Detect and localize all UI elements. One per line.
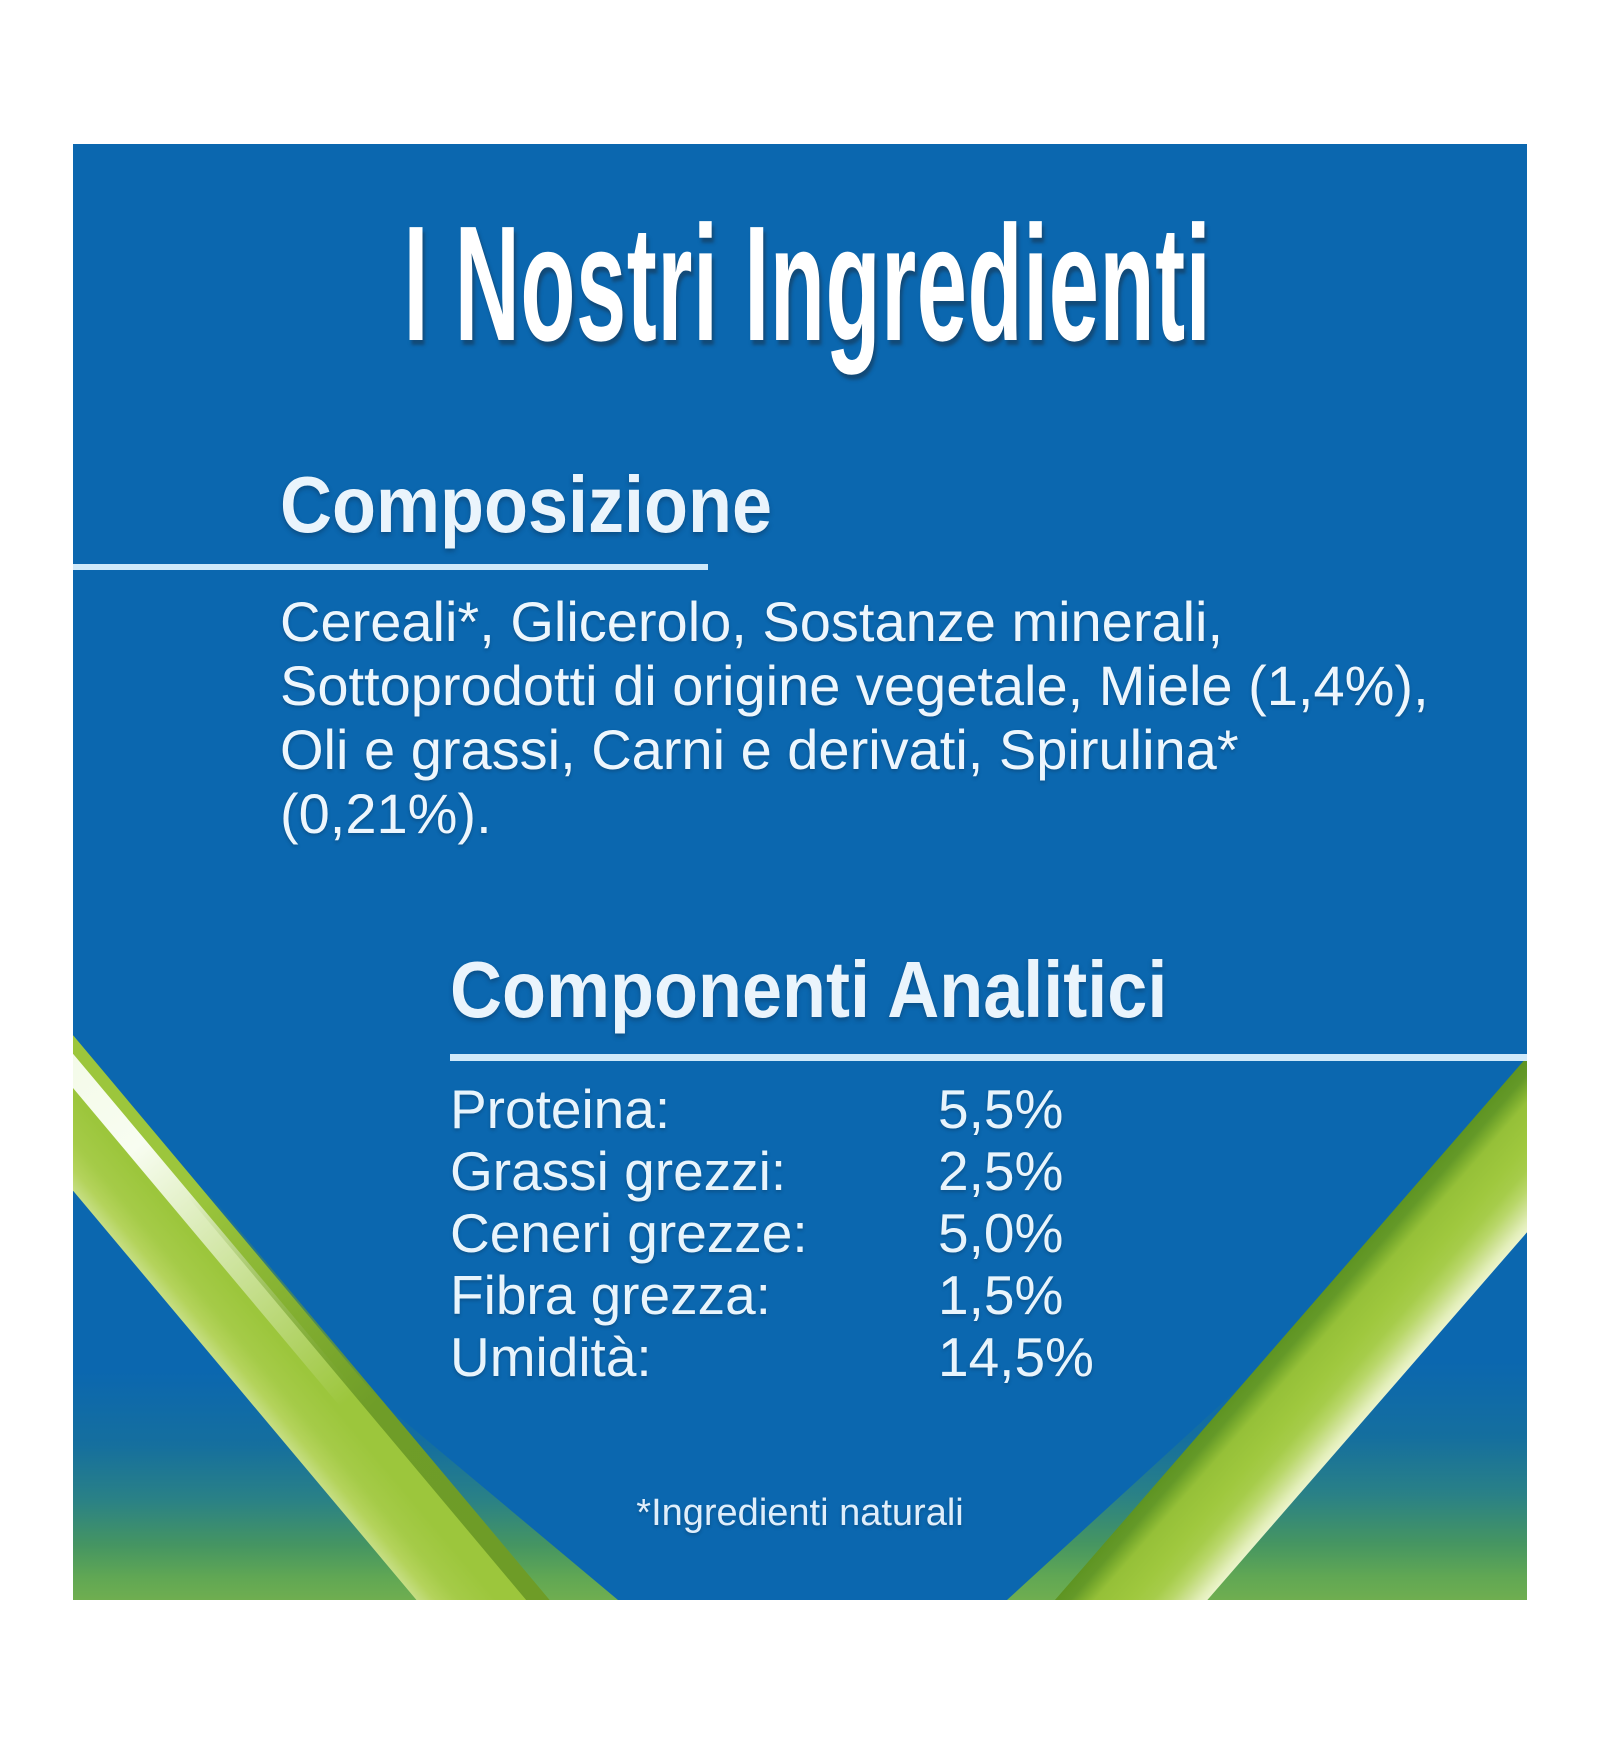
table-row: Ceneri grezze: 5,0% bbox=[450, 1202, 1400, 1264]
footnote: *Ingredienti naturali bbox=[636, 1492, 964, 1534]
row-label: Ceneri grezze: bbox=[450, 1202, 808, 1264]
row-value: 5,5% bbox=[938, 1078, 1064, 1140]
table-row: Proteina: 5,5% bbox=[450, 1078, 1400, 1140]
row-label: Proteina: bbox=[450, 1078, 671, 1140]
analytics-heading: Componenti Analitici bbox=[450, 945, 1168, 1034]
page-title-text: I Nostri Ingredienti bbox=[403, 192, 1212, 375]
composition-text: Cereali*, Glicerolo, Sostanze minerali, … bbox=[280, 590, 1429, 845]
row-value: 14,5% bbox=[938, 1326, 1094, 1388]
table-row: Fibra grezza: 1,5% bbox=[450, 1264, 1400, 1326]
composition-heading: Composizione bbox=[280, 460, 773, 549]
page-title: I Nostri Ingredienti bbox=[73, 192, 1527, 375]
table-row: Grassi grezzi: 2,5% bbox=[450, 1140, 1400, 1202]
ingredients-panel: I Nostri Ingredienti Composizione Cereal… bbox=[73, 144, 1527, 1600]
row-label: Grassi grezzi: bbox=[450, 1140, 787, 1202]
row-label: Umidità: bbox=[450, 1326, 652, 1388]
analytics-table: Proteina: 5,5% Grassi grezzi: 2,5% Cener… bbox=[450, 1078, 1400, 1388]
row-value: 5,0% bbox=[938, 1202, 1064, 1264]
row-value: 1,5% bbox=[938, 1264, 1064, 1326]
panel-content: I Nostri Ingredienti Composizione Cereal… bbox=[73, 144, 1527, 1600]
table-row: Umidità: 14,5% bbox=[450, 1326, 1400, 1388]
row-label: Fibra grezza: bbox=[450, 1264, 771, 1326]
analytics-divider bbox=[450, 1054, 1527, 1061]
composition-divider bbox=[73, 564, 708, 570]
row-value: 2,5% bbox=[938, 1140, 1064, 1202]
